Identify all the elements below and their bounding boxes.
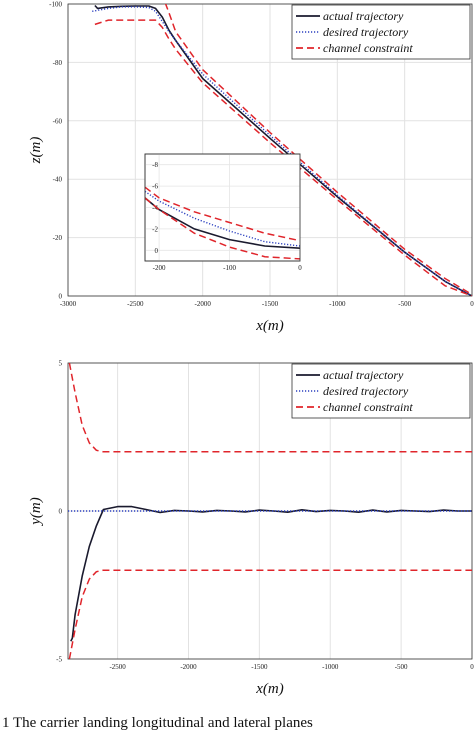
x-axis-label: x(m) [255, 318, 283, 334]
legend-label-channel: channel constraint [323, 400, 413, 414]
x-tick-label: -2000 [194, 300, 211, 308]
legend-label-actual: actual trajectory [323, 368, 404, 382]
x-tick-label: -500 [398, 300, 411, 308]
inset-series-line [145, 197, 300, 260]
legend-label-actual: actual trajectory [323, 9, 404, 23]
series-group [68, 363, 472, 659]
inset-x-tick-label: 0 [298, 264, 302, 272]
x-tick-label: 0 [470, 663, 474, 671]
series-line [68, 569, 472, 659]
x-tick-label: -1000 [329, 300, 346, 308]
x-tick-label: -2500 [127, 300, 144, 308]
y-tick-label: -80 [53, 59, 63, 67]
inset-y-tick-label: -6 [152, 183, 158, 191]
x-tick-label: -500 [395, 663, 408, 671]
y-tick-label: -60 [53, 117, 63, 125]
inset-y-tick-label: -4 [152, 204, 158, 212]
series-group [92, 4, 472, 296]
axes-frame [67, 3, 473, 297]
series-line [94, 4, 472, 296]
legend-box [291, 4, 471, 60]
inset-y-tick-label: 0 [155, 247, 159, 255]
x-tick-label: -1000 [322, 663, 339, 671]
y-tick-label: -20 [53, 234, 63, 242]
y-axis-label: z(m) [28, 137, 44, 165]
series-line [68, 363, 472, 453]
x-axis-label: x(m) [255, 681, 283, 697]
legend-label-channel: channel constraint [323, 41, 413, 55]
x-tick-label: -2000 [180, 663, 197, 671]
inset-series-line [145, 186, 300, 242]
y-axis-label: y(m) [28, 497, 44, 526]
legend-box [291, 363, 471, 419]
legend-label-desired: desired trajectory [323, 384, 409, 398]
x-tick-label: 0 [470, 300, 474, 308]
x-tick-label: -3000 [60, 300, 77, 308]
series-line [164, 4, 472, 296]
inset-panel: -200 -100 0 0 -2 -4 -6 -8 [144, 153, 302, 272]
inset-border [144, 153, 301, 262]
y-tick-label: -40 [53, 176, 63, 184]
y-tick-label: 0 [59, 508, 63, 516]
legend-label-desired: desired trajectory [323, 25, 409, 39]
y-tick-label: -100 [49, 1, 62, 9]
legend: actual trajectory desired trajectory chann… [291, 4, 471, 60]
x-tick-label: -2500 [109, 663, 126, 671]
inset-y-tick-label: -2 [152, 225, 158, 233]
inset-y-tick-label: -8 [152, 161, 158, 169]
inset-x-tick-label: -100 [223, 264, 236, 272]
y-tick-label: 5 [59, 360, 63, 368]
inset-series-group [145, 186, 300, 260]
inset-x-tick-label: -200 [153, 264, 166, 272]
y-tick-label: -5 [56, 656, 62, 664]
series-line [70, 505, 472, 642]
panel-1: -2500 -2000 -1500 -1000 -500 0 -5 0 5 x(m) y(m) act… [28, 360, 474, 698]
x-tick-label: -1500 [262, 300, 279, 308]
y-tick-label: 0 [59, 293, 63, 301]
legend: actual trajectory desired trajectory chann… [291, 363, 471, 419]
x-tick-label: -1500 [251, 663, 268, 671]
figure-caption: 1 The carrier landing longitudinal and l… [2, 715, 313, 731]
